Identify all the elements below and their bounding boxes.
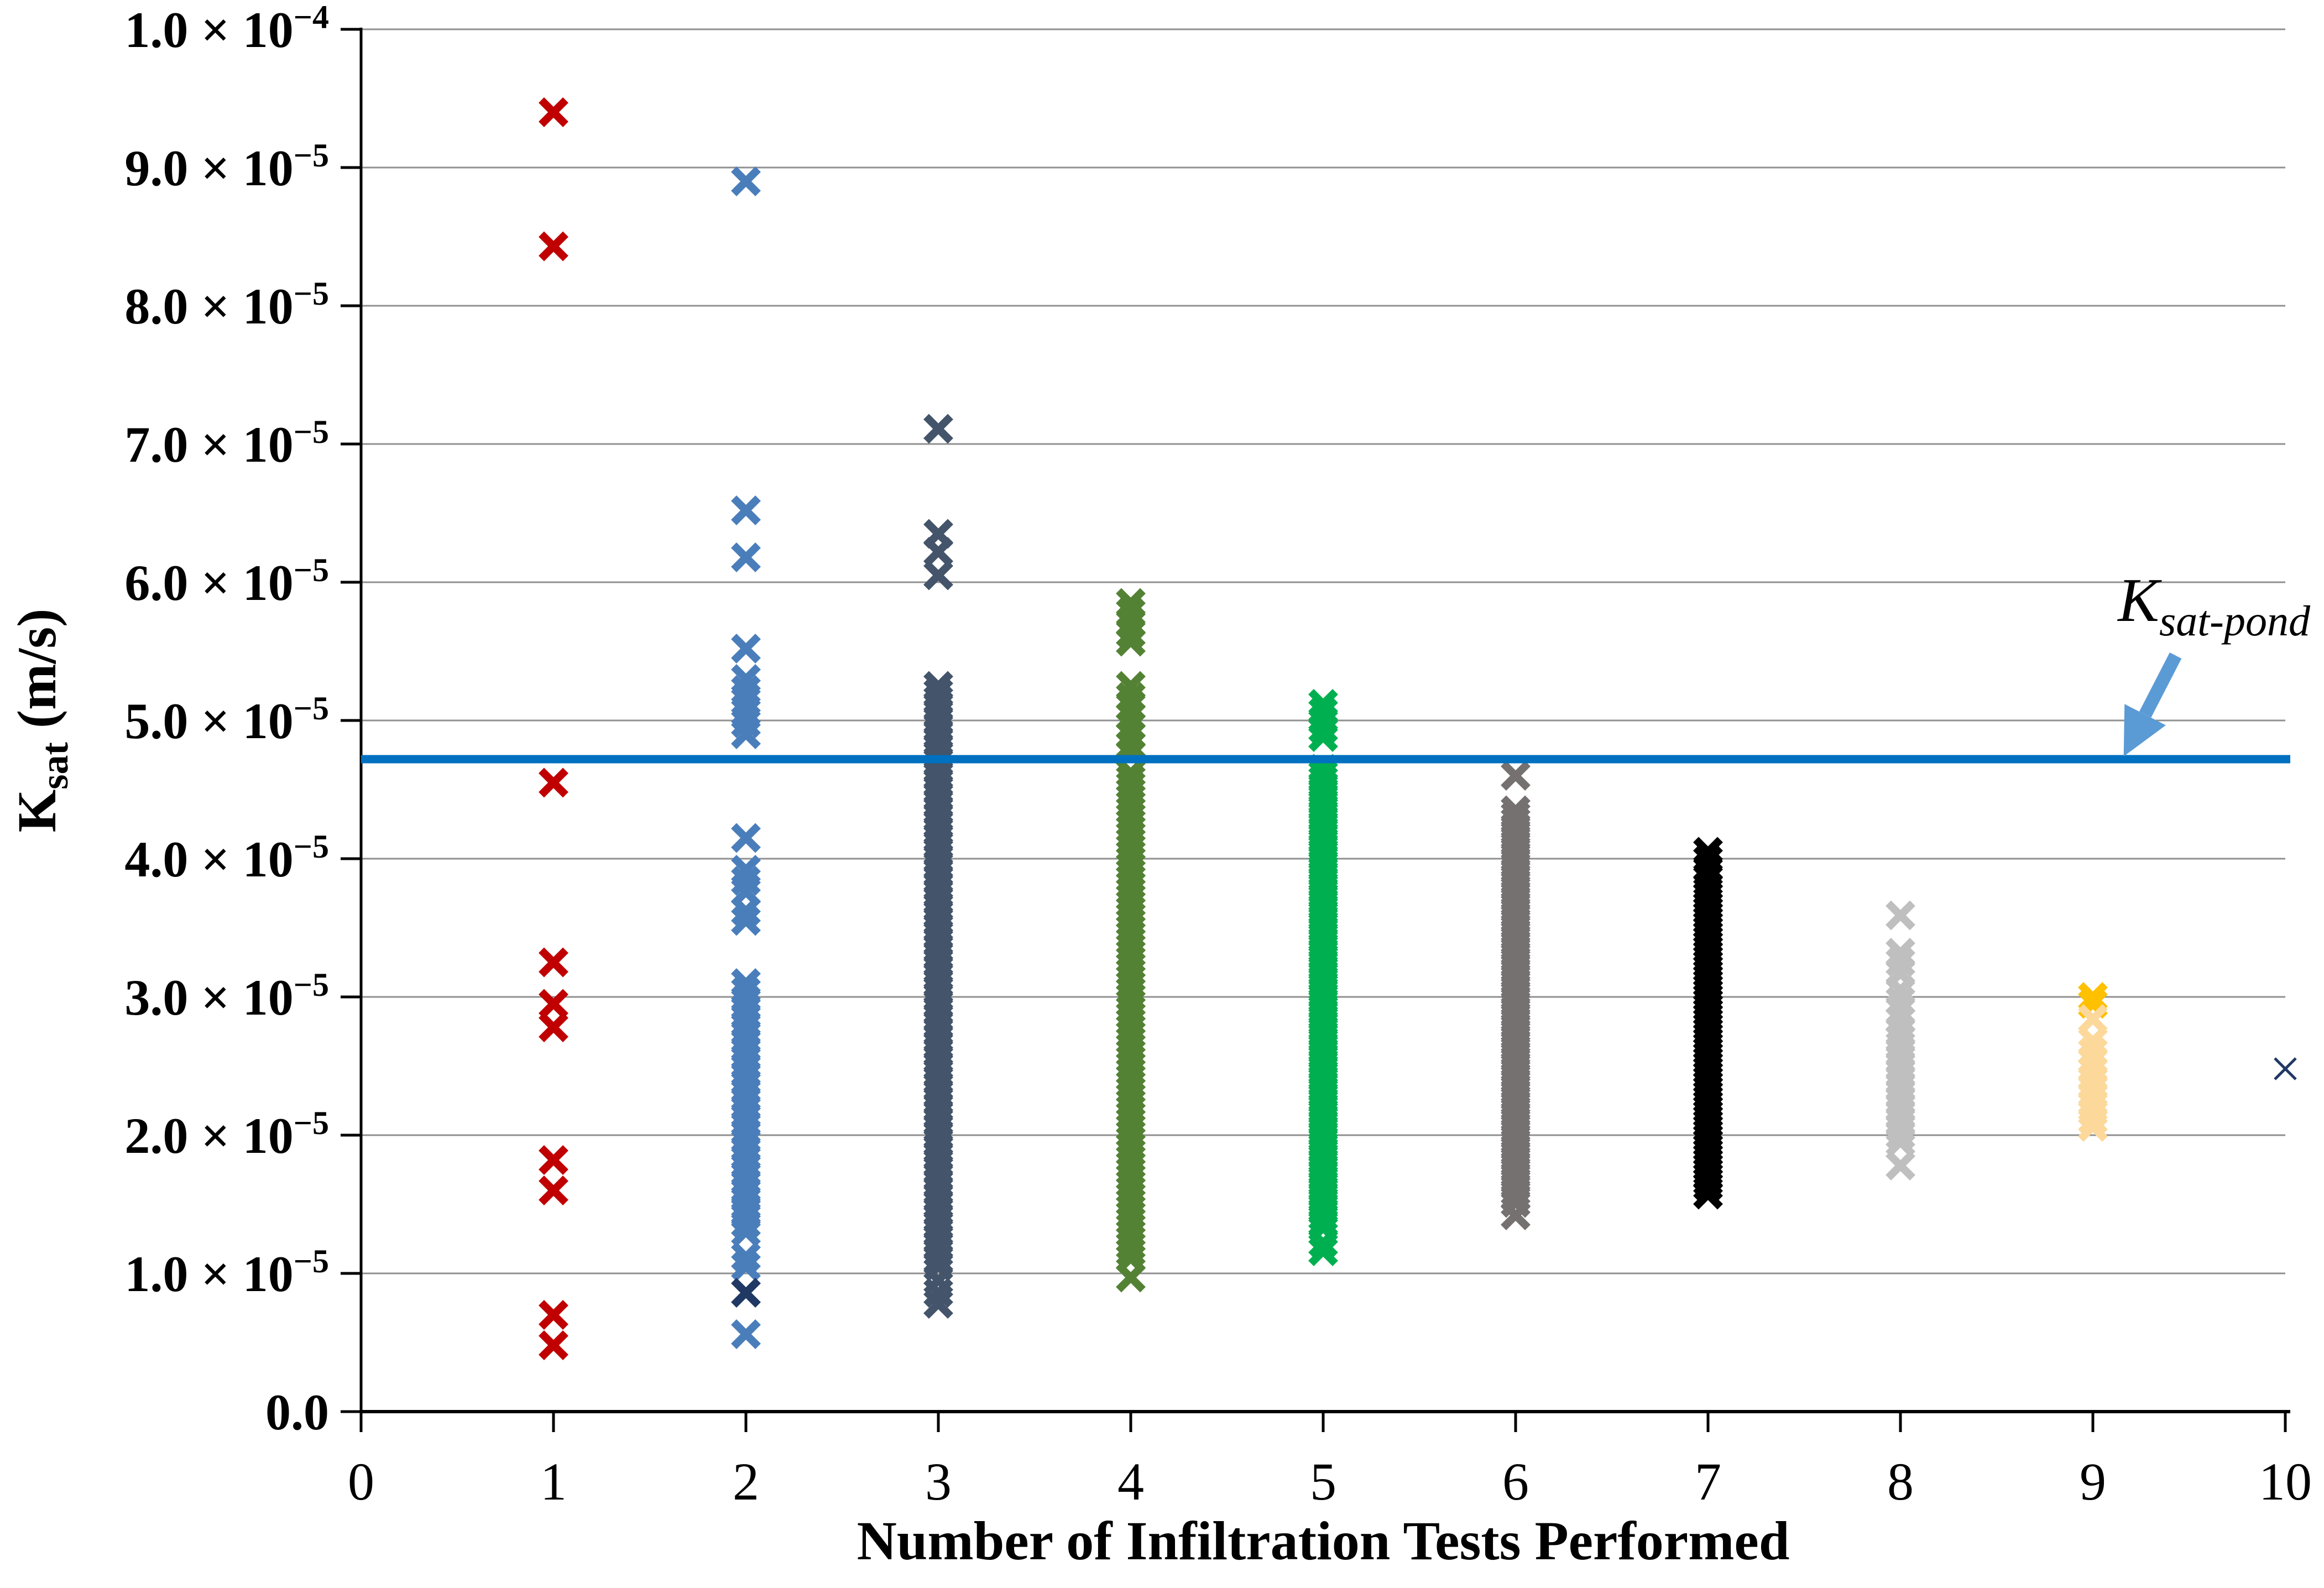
- y-tick-label: 1.0 × 10−4: [124, 0, 329, 58]
- x-tick-label: 6: [1502, 1452, 1529, 1511]
- data-point-marker: [1693, 1171, 1723, 1202]
- data-point-marker: [539, 1145, 568, 1175]
- series-6-tests: [1501, 761, 1531, 1230]
- data-point-marker: [731, 495, 761, 525]
- x-tick-label: 9: [2080, 1452, 2106, 1511]
- data-point-marker: [731, 896, 761, 926]
- y-tick-label: 4.0 × 10−5: [124, 828, 329, 887]
- data-point-marker: [1308, 1207, 1338, 1237]
- y-axis-title: Ksat (m/s): [6, 609, 76, 833]
- data-point-marker: [2078, 1004, 2108, 1034]
- data-point-marker: [2078, 1112, 2108, 1142]
- data-point-marker: [1308, 1236, 1338, 1266]
- data-point-marker: [539, 1330, 568, 1360]
- x-tick-label: 2: [733, 1452, 759, 1511]
- data-point-marker: [731, 1251, 761, 1282]
- data-point-marker: [1116, 730, 1146, 760]
- data-point-marker: [1886, 1120, 1915, 1150]
- data-point-marker: [539, 1300, 568, 1330]
- y-tick-label: 7.0 × 10−5: [124, 414, 329, 473]
- data-point-marker: [1116, 1237, 1146, 1267]
- y-tick-label: 3.0 × 10−5: [124, 967, 329, 1026]
- data-point-marker: [1308, 1213, 1338, 1243]
- ksat-pond-label: Ksat-pond: [2117, 566, 2311, 645]
- data-point-marker: [1308, 714, 1338, 744]
- data-point-marker: [539, 1012, 568, 1042]
- data-point-marker: [2274, 1057, 2297, 1080]
- data-point-marker: [731, 634, 761, 664]
- data-point-marker: [1886, 1151, 1915, 1180]
- data-point-marker: [923, 1289, 953, 1319]
- series-10-tests: [2274, 1057, 2297, 1080]
- series-7-tests: [1693, 837, 1723, 1210]
- y-tick-label: 6.0 × 10−5: [124, 552, 329, 611]
- data-point-marker: [539, 947, 568, 978]
- data-point-marker: [731, 719, 761, 749]
- data-point-marker: [731, 166, 761, 196]
- y-tick-label: 5.0 × 10−5: [124, 690, 329, 749]
- data-point-marker: [1116, 1243, 1146, 1273]
- data-point-marker: [731, 1217, 761, 1247]
- data-point-marker: [731, 823, 761, 853]
- data-point-marker: [923, 537, 953, 567]
- x-tick-label: 8: [1887, 1452, 1914, 1511]
- data-point-marker: [923, 1245, 953, 1274]
- series-1-tests: [539, 97, 568, 1360]
- data-point-marker: [1886, 900, 1915, 931]
- data-point-marker: [731, 1209, 761, 1239]
- data-point-marker: [539, 231, 568, 262]
- data-point-marker: [731, 1242, 761, 1272]
- y-tick-label: 8.0 × 10−5: [124, 275, 329, 335]
- data-point-marker: [1886, 1127, 1915, 1157]
- y-tick-label: 2.0 × 10−5: [124, 1105, 329, 1164]
- y-tick-label: 0.0: [265, 1384, 329, 1440]
- data-point-marker: [923, 560, 953, 591]
- data-point-marker: [1501, 1188, 1531, 1218]
- data-point-marker: [2078, 1105, 2108, 1135]
- data-point-marker: [731, 1278, 761, 1308]
- data-point-marker: [923, 1251, 953, 1282]
- y-tick-label: 9.0 × 10−5: [124, 137, 329, 196]
- x-tick-label: 0: [348, 1452, 374, 1511]
- x-tick-label: 1: [540, 1452, 567, 1511]
- data-point-marker: [539, 989, 568, 1019]
- x-tick-label: 7: [1695, 1452, 1721, 1511]
- data-point-marker: [1501, 761, 1531, 791]
- series-9-tests: [2078, 1004, 2108, 1142]
- annotation-arrow-head: [2123, 704, 2166, 756]
- y-tick-label: 1.0 × 10−5: [124, 1243, 329, 1302]
- series-2-tests: [731, 1278, 761, 1308]
- data-point-marker: [2078, 982, 2108, 1012]
- x-tick-label: 5: [1310, 1452, 1336, 1511]
- data-point-marker: [731, 1319, 761, 1349]
- series-8-tests: [1886, 900, 1915, 1180]
- data-point-marker: [731, 542, 761, 572]
- x-tick-label: 4: [1117, 1452, 1144, 1511]
- series-4-tests: [1116, 588, 1146, 1293]
- annotation-arrow-shaft: [2139, 652, 2182, 718]
- x-tick-label: 3: [925, 1452, 952, 1511]
- data-point-marker: [539, 97, 568, 127]
- data-point-marker: [539, 767, 568, 798]
- data-point-marker: [923, 414, 953, 444]
- data-point-marker: [731, 906, 761, 936]
- data-point-marker: [1116, 626, 1146, 657]
- series-5-tests: [1308, 689, 1338, 1266]
- x-tick-label: 10: [2259, 1452, 2312, 1511]
- data-point-marker: [1501, 1182, 1531, 1213]
- data-point-marker: [539, 1176, 568, 1205]
- data-point-marker: [1116, 618, 1146, 649]
- x-axis-title: Number of Infiltration Tests Performed: [857, 1510, 1790, 1571]
- data-point-marker: [1308, 722, 1338, 752]
- series-2-tests: [731, 166, 761, 1349]
